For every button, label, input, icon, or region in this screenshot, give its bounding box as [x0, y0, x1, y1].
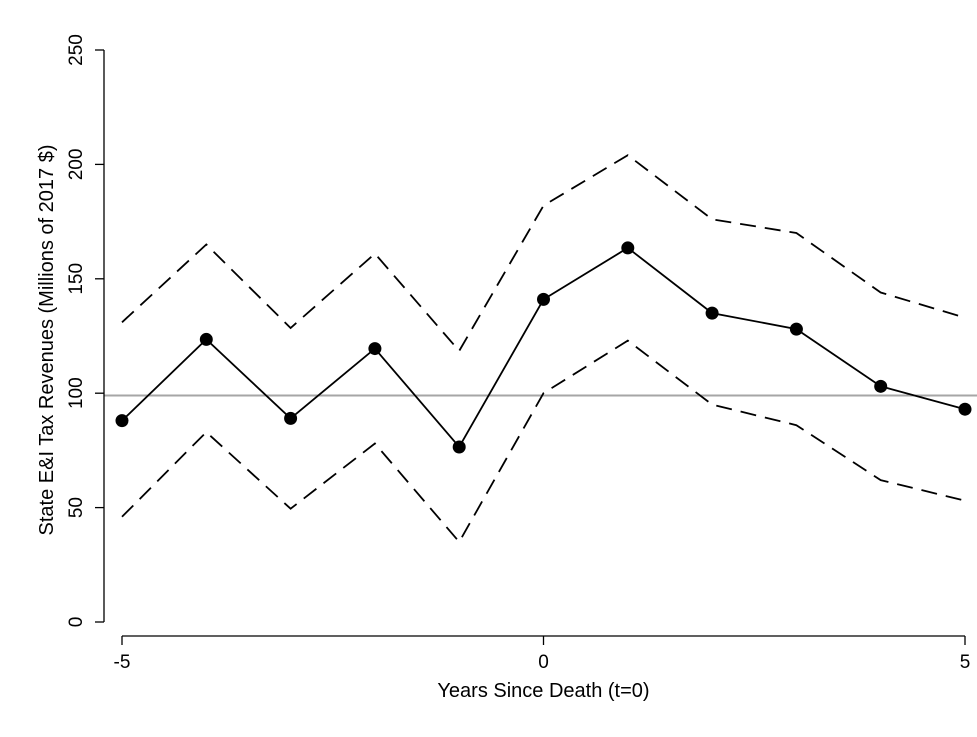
- series-line-lower-ci: [121, 339, 966, 544]
- data-point: [115, 414, 129, 428]
- data-point: [368, 342, 382, 356]
- y-tick-label: 50: [66, 497, 87, 518]
- data-point: [199, 332, 213, 346]
- x-tick-label: 0: [538, 652, 549, 673]
- data-point: [874, 379, 888, 393]
- y-tick-label: 100: [66, 377, 87, 409]
- data-point: [958, 402, 972, 416]
- data-point: [452, 440, 466, 454]
- x-tick-label: 5: [960, 652, 971, 673]
- data-point: [789, 322, 803, 336]
- data-point: [705, 306, 719, 320]
- y-tick-label: 150: [66, 263, 87, 295]
- y-tick-label: 250: [66, 34, 87, 66]
- series-line-upper-ci: [121, 154, 966, 353]
- data-point: [537, 292, 550, 306]
- data-point: [284, 411, 298, 425]
- series-line-estimate: [121, 246, 966, 449]
- y-tick-label: 200: [66, 149, 87, 181]
- data-point: [621, 241, 635, 255]
- x-axis-title: Years Since Death (t=0): [437, 680, 649, 702]
- x-tick-label: -5: [114, 652, 131, 673]
- y-tick-label: 0: [66, 617, 87, 628]
- y-axis-title: State E&I Tax Revenues (Millions of 2017…: [36, 145, 58, 536]
